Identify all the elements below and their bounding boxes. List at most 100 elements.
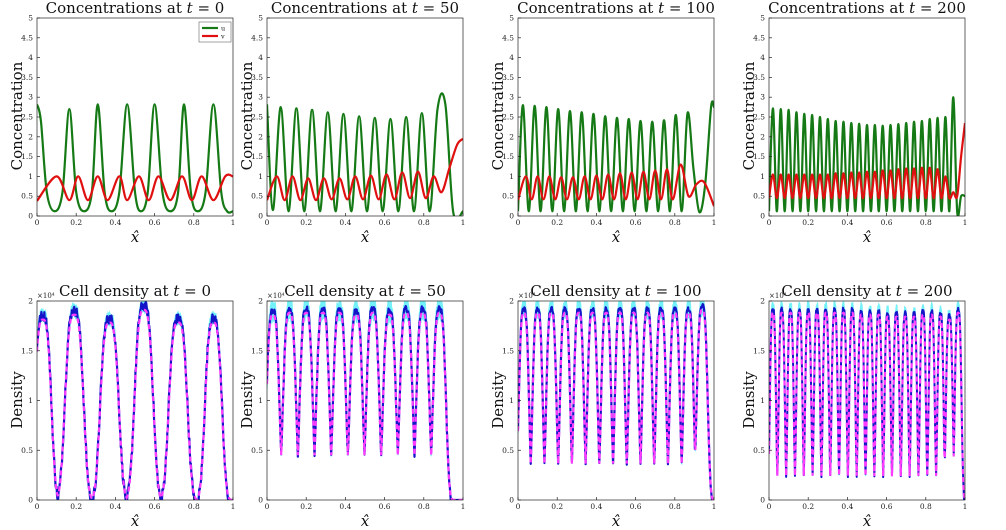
y-tick-label: 2.5 <box>21 113 33 122</box>
x-tick-label: 0 <box>767 218 772 227</box>
x-tick-label: 0.8 <box>669 502 681 511</box>
x-tick-label: 1 <box>963 502 968 511</box>
x-axis-label: x̂ <box>862 228 872 246</box>
x-tick-label: 0.8 <box>669 218 681 227</box>
y-tick-label: 0.5 <box>251 446 263 455</box>
x-tick-label: 0.2 <box>300 502 312 511</box>
chart-title: Concentrations at t = 100 <box>488 0 744 17</box>
y-tick-label: 1 <box>760 172 765 181</box>
chart-title-suffix: = 100 <box>650 282 702 300</box>
y-tick-label: 2 <box>258 132 263 141</box>
x-tick-label: 0.2 <box>70 502 82 511</box>
chart-title: Concentrations at t = 50 <box>237 0 493 17</box>
y-tick-label: 2 <box>509 132 514 141</box>
x-tick-label: 1 <box>712 502 717 511</box>
chart-title-prefix: Concentrations at <box>45 0 187 17</box>
y-tick-label: 0.5 <box>502 446 514 455</box>
x-axis-label: x̂ <box>360 512 370 530</box>
y-tick-label: 1 <box>28 396 33 405</box>
x-tick-label: 1 <box>963 218 968 227</box>
x-tick-label: 0.8 <box>418 502 430 511</box>
x-tick-label: 0.4 <box>590 502 602 511</box>
x-tick-label: 0 <box>265 502 270 511</box>
density-dashed-line <box>267 311 463 500</box>
y-tick-label: 0.5 <box>251 192 263 201</box>
y-tick-label: 1 <box>258 396 263 405</box>
y-tick-label: 2 <box>258 297 263 306</box>
x-tick-label: 0 <box>265 218 270 227</box>
y-tick-label: 1 <box>28 172 33 181</box>
chart-title-prefix: Cell density at <box>58 282 174 300</box>
x-tick-label: 0.2 <box>70 218 82 227</box>
series-line-v <box>267 137 463 202</box>
x-tick-label: 0.6 <box>379 502 391 511</box>
plot-area: 0 0.2 0.4 0.6 0.8 1 0 0.5 1 1.5 2 ×10⁴ <box>251 292 466 511</box>
y-tick-label: 4.5 <box>21 33 33 42</box>
y-tick-label: 2.5 <box>251 113 263 122</box>
chart-title: Concentrations at t = 200 <box>739 0 995 17</box>
x-tick-label: 0.6 <box>630 502 642 511</box>
chart-title: Concentrations at t = 0 <box>7 0 263 17</box>
y-tick-label: 4 <box>509 53 514 62</box>
plot-area: 0 0.2 0.4 0.6 0.8 1 0 0.5 1 1.5 2 2.5 3 3.5 4 4.5 5 <box>753 14 968 228</box>
y-tick-label: 1.5 <box>502 346 514 355</box>
y-tick-label: 2 <box>509 297 514 306</box>
y-tick-label: 5 <box>760 14 765 23</box>
y-tick-label: 2 <box>760 297 765 306</box>
x-tick-label: 0.2 <box>802 218 814 227</box>
x-tick-label: 0.4 <box>109 218 121 227</box>
y-tick-label: 1.5 <box>753 346 765 355</box>
series-line-u <box>267 92 463 216</box>
chart-title-suffix: = 50 <box>417 0 460 17</box>
x-axis-label: x̂ <box>130 512 140 530</box>
y-tick-label: 3 <box>509 93 514 102</box>
plot-area: 0 0.2 0.4 0.6 0.8 1 0 0.5 1 1.5 2 ×10⁴ <box>21 292 235 511</box>
x-tick-label: 0.6 <box>149 502 161 511</box>
y-scale-label: ×10⁴ <box>37 292 55 300</box>
plot-area: 0 0.2 0.4 0.6 0.8 1 0 0.5 1 1.5 2 2.5 3 3.5 4 4.5 5 <box>502 14 717 228</box>
chart-title: Cell density at t = 50 <box>237 282 493 300</box>
chart-title: Cell density at t = 100 <box>488 282 744 300</box>
y-tick-label: 1.5 <box>21 152 33 161</box>
series-line-u <box>37 103 233 214</box>
y-tick-label: 0 <box>509 212 514 221</box>
y-scale-label: ×10⁴ <box>267 292 285 300</box>
plot-area: 0 0.2 0.4 0.6 0.8 1 0 0.5 1 1.5 2 2.5 3 3.5 4 4.5 5 uv <box>21 14 235 228</box>
x-tick-label: 0.4 <box>339 502 351 511</box>
x-tick-label: 0 <box>767 502 772 511</box>
y-tick-label: 0 <box>28 212 33 221</box>
chart-title-suffix: = 200 <box>915 0 966 17</box>
x-tick-label: 1 <box>461 502 466 511</box>
y-tick-label: 2.5 <box>502 113 514 122</box>
y-tick-label: 0 <box>258 212 263 221</box>
x-tick-label: 0.4 <box>841 218 853 227</box>
y-tick-label: 0.5 <box>753 192 765 201</box>
x-tick-label: 1 <box>461 218 466 227</box>
chart-title-var: t <box>398 282 405 300</box>
y-tick-label: 3 <box>258 93 263 102</box>
y-tick-label: 5 <box>258 14 263 23</box>
x-tick-label: 0.8 <box>920 502 932 511</box>
y-tick-label: 0.5 <box>21 192 33 201</box>
x-tick-label: 0 <box>516 502 521 511</box>
y-tick-label: 0 <box>258 496 263 505</box>
y-tick-label: 1.5 <box>251 346 263 355</box>
x-tick-label: 0.6 <box>630 218 642 227</box>
y-scale-label: ×10⁴ <box>769 292 787 300</box>
legend-label-v: v <box>220 33 225 41</box>
series-line-v <box>769 122 965 200</box>
y-tick-label: 1.5 <box>502 152 514 161</box>
y-tick-label: 4 <box>258 53 263 62</box>
y-tick-label: 4 <box>28 53 33 62</box>
x-tick-label: 0 <box>516 218 521 227</box>
x-tick-label: 0.2 <box>551 218 563 227</box>
x-tick-label: 1 <box>712 218 717 227</box>
chart-title: Cell density at t = 0 <box>7 282 263 300</box>
y-tick-label: 3 <box>28 93 33 102</box>
y-tick-label: 0.5 <box>753 446 765 455</box>
x-tick-label: 0.8 <box>920 218 932 227</box>
x-tick-label: 0.6 <box>149 218 161 227</box>
y-tick-label: 0.5 <box>502 192 514 201</box>
series-line-v <box>37 173 233 202</box>
y-tick-label: 0 <box>28 496 33 505</box>
